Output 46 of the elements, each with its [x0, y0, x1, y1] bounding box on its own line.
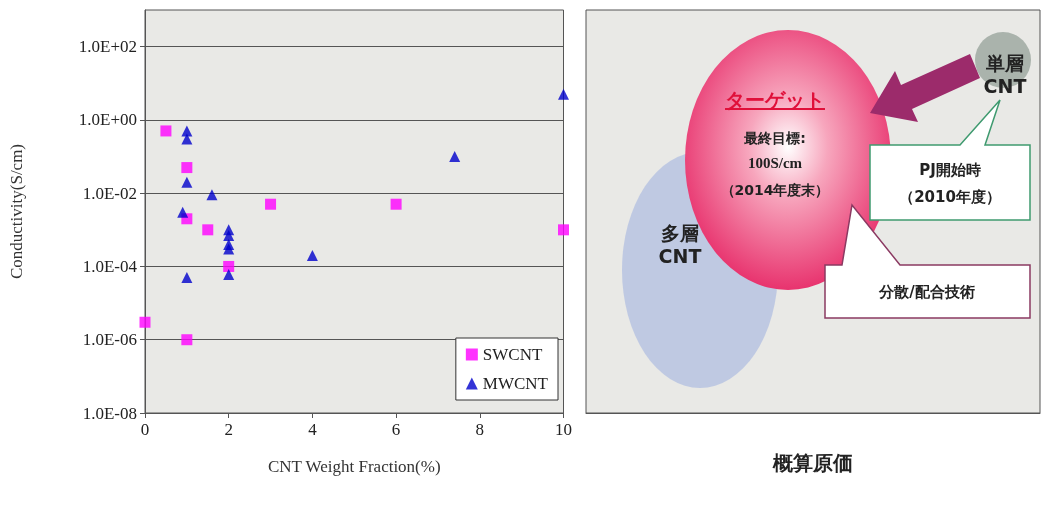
- point: [265, 198, 277, 210]
- point: [181, 133, 193, 145]
- point: [181, 162, 193, 174]
- point: [181, 334, 193, 346]
- point: [202, 224, 214, 236]
- point: [181, 176, 193, 188]
- x-tick-label: 10: [555, 420, 572, 439]
- text: PJ開始時: [919, 161, 981, 179]
- point: [223, 229, 235, 241]
- y-tick-label: 1.0E-04: [82, 256, 138, 276]
- point: [160, 125, 172, 137]
- y-tick-label: 1.0E-08: [82, 403, 137, 423]
- text: 100S/cm: [747, 154, 803, 172]
- x-tick-label: 0: [140, 420, 150, 439]
- point: [139, 316, 151, 328]
- y-tick-label: 1.0E-02: [82, 183, 137, 203]
- x-axis-title: CNT Weight Fraction(%): [267, 457, 441, 476]
- text: 概算原価: [772, 451, 853, 475]
- text: 最終目標:: [744, 129, 806, 147]
- text: （2014年度末）: [720, 181, 830, 199]
- point: [558, 224, 569, 236]
- text: ターゲット: [725, 88, 825, 112]
- y-tick-label: 1.0E+00: [78, 110, 137, 130]
- point: [223, 260, 235, 272]
- point: [177, 206, 189, 218]
- point: [306, 249, 318, 261]
- text: 単層 CNT: [983, 52, 1027, 98]
- x-tick-label: 8: [475, 420, 485, 439]
- legend-label: MWCNT: [482, 374, 549, 393]
- text: （2010年度）: [899, 188, 1001, 206]
- x-tick-label: 2: [224, 420, 233, 439]
- text: 分散/配合技術: [879, 283, 975, 301]
- y-tick-label: 1.0E-06: [82, 330, 137, 350]
- point: [206, 189, 218, 201]
- point: [223, 243, 235, 255]
- x-tick-label: 4: [308, 420, 318, 439]
- legend-label: SWCNT: [482, 345, 543, 364]
- point: [390, 198, 402, 210]
- text: 多層 CNT: [658, 222, 702, 268]
- point: [223, 269, 235, 281]
- x-tick-label: 6: [391, 420, 401, 439]
- point: [449, 151, 461, 163]
- y-axis-title: Conductivity(S/cm): [7, 143, 26, 280]
- y-tick-label: 1.0E+02: [78, 37, 137, 57]
- point: [558, 88, 569, 100]
- point: [181, 271, 193, 283]
